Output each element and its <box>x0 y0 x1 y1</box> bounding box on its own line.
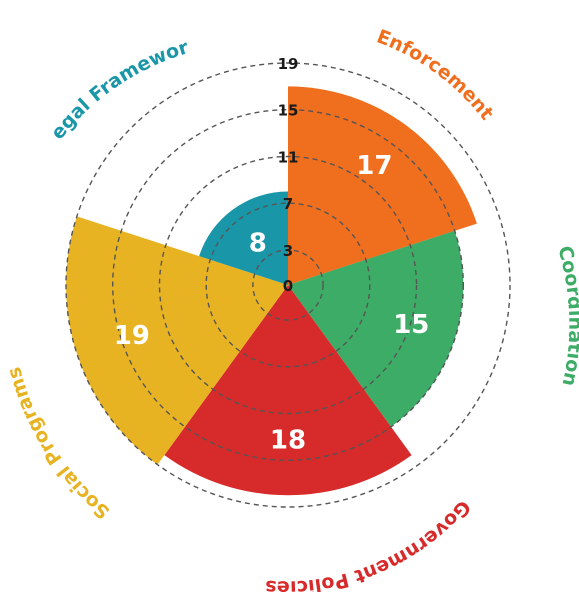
value-label-legal-framework: 8 <box>249 228 267 258</box>
radial-tick-11: 11 <box>278 149 299 167</box>
radial-tick-0: 0 <box>283 277 293 295</box>
value-labels-layer: 17 15 18 19 8 <box>114 151 430 456</box>
sector-social-programs <box>66 216 288 465</box>
radial-ticks-layer: 0 3 7 11 15 19 <box>278 55 299 295</box>
category-label-enforcement: Enforcement <box>374 26 498 125</box>
radial-tick-19: 19 <box>278 55 299 73</box>
sector-government-policies <box>164 285 412 496</box>
category-label-legal-framework: Legal Framework <box>0 0 192 144</box>
gridline-ring-3 <box>252 249 324 321</box>
gridline-ring-7 <box>205 202 371 368</box>
gridline-ring-19 <box>65 62 511 508</box>
value-label-government-policies: 18 <box>270 426 306 456</box>
category-label-coordination: Coordination <box>553 244 579 389</box>
gridline-ring-15 <box>111 108 465 462</box>
gridline-rings-layer <box>65 62 511 508</box>
sector-legal-framework <box>199 191 288 285</box>
sectors-layer <box>66 86 477 496</box>
category-label-government-policies: Government Policies <box>264 496 474 592</box>
gridline-ring-11 <box>158 155 418 415</box>
value-label-social-programs: 19 <box>114 321 150 351</box>
radial-tick-15: 15 <box>278 102 299 120</box>
sector-coordination <box>288 230 464 427</box>
radial-tick-7: 7 <box>283 195 293 213</box>
sector-enforcement <box>288 86 477 286</box>
value-label-coordination: 15 <box>393 310 429 340</box>
value-label-enforcement: 17 <box>356 151 392 181</box>
radial-tick-3: 3 <box>283 242 293 260</box>
